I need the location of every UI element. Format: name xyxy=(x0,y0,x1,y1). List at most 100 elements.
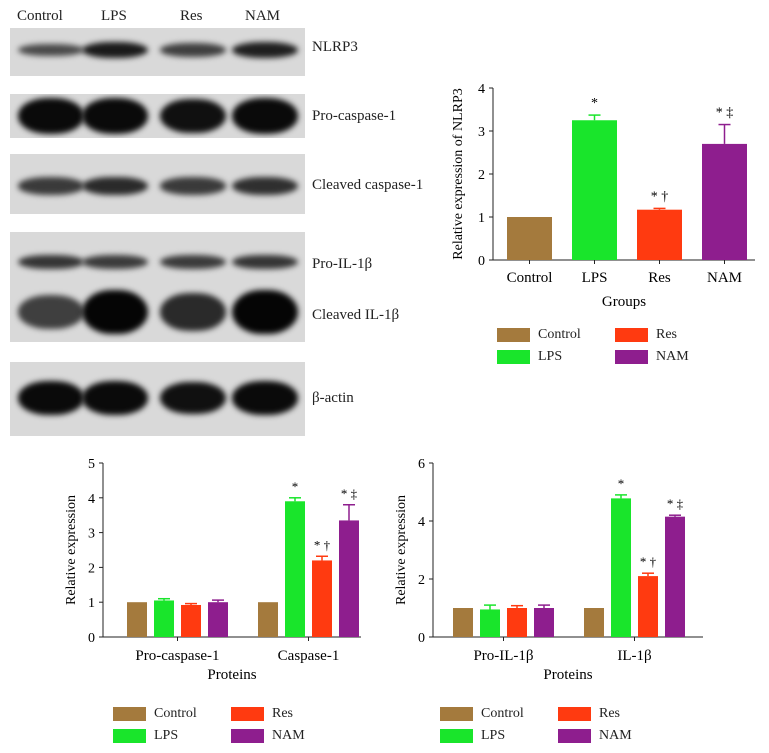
y-tick-label: 1 xyxy=(478,211,485,226)
legend-label: LPS xyxy=(538,349,563,364)
legend-item-lps: LPS xyxy=(440,728,505,744)
bar-lps xyxy=(572,120,617,260)
legend-item-control: Control xyxy=(440,706,524,722)
caspase-legend: Control LPS Res NAM xyxy=(113,706,353,750)
legend-item-nam: NAM xyxy=(231,728,305,744)
blot-band xyxy=(18,177,84,195)
blot-panel-nlrp3 xyxy=(10,28,305,76)
lane-label-nam: NAM xyxy=(245,8,281,24)
blot-band xyxy=(160,43,226,57)
x-tick-label: Pro-IL-1β xyxy=(473,648,533,664)
il1b-bar-chart: 0 2 4 6 Pro-IL-1β * * † * ‡ IL-1β Proteins Relativ… xyxy=(394,457,703,683)
nlrp3-legend: Control LPS Res NAM xyxy=(497,327,737,371)
bar-nam xyxy=(208,602,228,637)
y-tick-label: 3 xyxy=(88,527,95,542)
legend-swatch xyxy=(558,729,591,743)
bar-lps xyxy=(154,600,174,637)
blot-band xyxy=(232,381,298,415)
x-tick-label: Caspase-1 xyxy=(278,648,340,664)
blot-label-cleaved-il-1b: Cleaved IL-1β xyxy=(312,307,400,323)
legend-item-lps: LPS xyxy=(113,728,178,744)
y-axis-title: Relative expression xyxy=(64,495,79,605)
legend-swatch xyxy=(231,729,264,743)
legend-swatch xyxy=(440,707,473,721)
legend-swatch xyxy=(113,707,146,721)
blot-band xyxy=(160,255,226,269)
legend-label: NAM xyxy=(599,728,632,743)
bar-nam xyxy=(665,516,685,637)
blot-band xyxy=(82,176,148,196)
legend-swatch xyxy=(113,729,146,743)
blot-band xyxy=(160,177,226,195)
legend-label: LPS xyxy=(154,728,179,743)
bar-lps xyxy=(285,501,305,637)
y-axis-title: Relative expression xyxy=(394,495,409,605)
legend-label: Res xyxy=(656,327,677,342)
nlrp3-bar-chart: 0 1 2 3 4 Control * LPS * † Res * ‡ NAM Groups Relati… xyxy=(451,82,755,310)
significance-label: * † xyxy=(314,537,331,552)
legend-swatch xyxy=(558,707,591,721)
legend-label: Res xyxy=(272,706,293,721)
legend-item-res: Res xyxy=(615,327,677,343)
significance-label: * † xyxy=(651,189,669,204)
y-tick-label: 4 xyxy=(418,515,425,530)
legend-label: NAM xyxy=(656,349,689,364)
bar-res xyxy=(507,608,527,637)
bar-lps xyxy=(611,498,631,637)
legend-item-control: Control xyxy=(113,706,197,722)
blot-band xyxy=(160,293,226,331)
legend-swatch xyxy=(440,729,473,743)
legend-item-nam: NAM xyxy=(615,349,689,365)
blot-band xyxy=(160,381,226,415)
legend-label: NAM xyxy=(272,728,305,743)
bar-control xyxy=(507,217,552,260)
blot-panel-il-1b xyxy=(10,232,305,342)
y-tick-label: 2 xyxy=(478,168,485,183)
bar-lps xyxy=(480,609,500,637)
legend-swatch xyxy=(615,350,648,364)
legend-swatch xyxy=(231,707,264,721)
bar-res xyxy=(638,576,658,637)
x-tick-label: Pro-caspase-1 xyxy=(135,648,219,664)
legend-item-control: Control xyxy=(497,327,581,343)
significance-label: * ‡ xyxy=(341,486,358,501)
blot-band xyxy=(232,290,298,334)
y-tick-label: 2 xyxy=(418,573,425,588)
y-tick-label: 2 xyxy=(88,561,95,576)
bar-res xyxy=(637,209,682,260)
legend-label: Control xyxy=(538,327,581,342)
bar-nam xyxy=(339,520,359,637)
blot-band xyxy=(82,98,148,134)
bar-control xyxy=(127,602,147,637)
x-tick-label: IL-1β xyxy=(617,648,651,664)
blot-label-pro-il-1b: Pro-IL-1β xyxy=(312,256,373,272)
blot-band xyxy=(160,98,226,134)
bar-control xyxy=(453,608,473,637)
legend-swatch xyxy=(615,328,648,342)
legend-label: Control xyxy=(154,706,197,721)
blot-band xyxy=(82,255,148,269)
legend-label: LPS xyxy=(481,728,506,743)
x-axis-title: Groups xyxy=(602,294,646,310)
y-tick-label: 0 xyxy=(418,631,425,646)
y-tick-label: 5 xyxy=(88,457,95,472)
y-tick-label: 0 xyxy=(88,631,95,646)
legend-item-nam: NAM xyxy=(558,728,632,744)
lane-label-control: Control xyxy=(17,8,63,24)
legend-item-lps: LPS xyxy=(497,349,562,365)
y-axis-title: Relative expression of NLRP3 xyxy=(451,88,466,259)
legend-item-res: Res xyxy=(558,706,620,722)
blot-label-nlrp3: NLRP3 xyxy=(312,39,358,55)
blot-band xyxy=(82,41,148,59)
bar-control xyxy=(258,602,278,637)
blot-label-pro-caspase-1: Pro-caspase-1 xyxy=(312,108,397,124)
blot-label-cleaved-caspase-1: Cleaved caspase-1 xyxy=(312,177,424,193)
bar-control xyxy=(584,608,604,637)
significance-label: * † xyxy=(640,554,657,569)
y-tick-label: 6 xyxy=(418,457,425,472)
blot-band xyxy=(82,381,148,415)
x-tick-label: Control xyxy=(507,270,553,286)
il1b-legend: Control LPS Res NAM xyxy=(440,706,680,750)
caspase-bar-chart: 0 1 2 3 4 5 Pro-caspase-1 * * † * ‡ Caspase-1 Prote… xyxy=(64,457,361,683)
significance-label: * xyxy=(618,476,625,491)
